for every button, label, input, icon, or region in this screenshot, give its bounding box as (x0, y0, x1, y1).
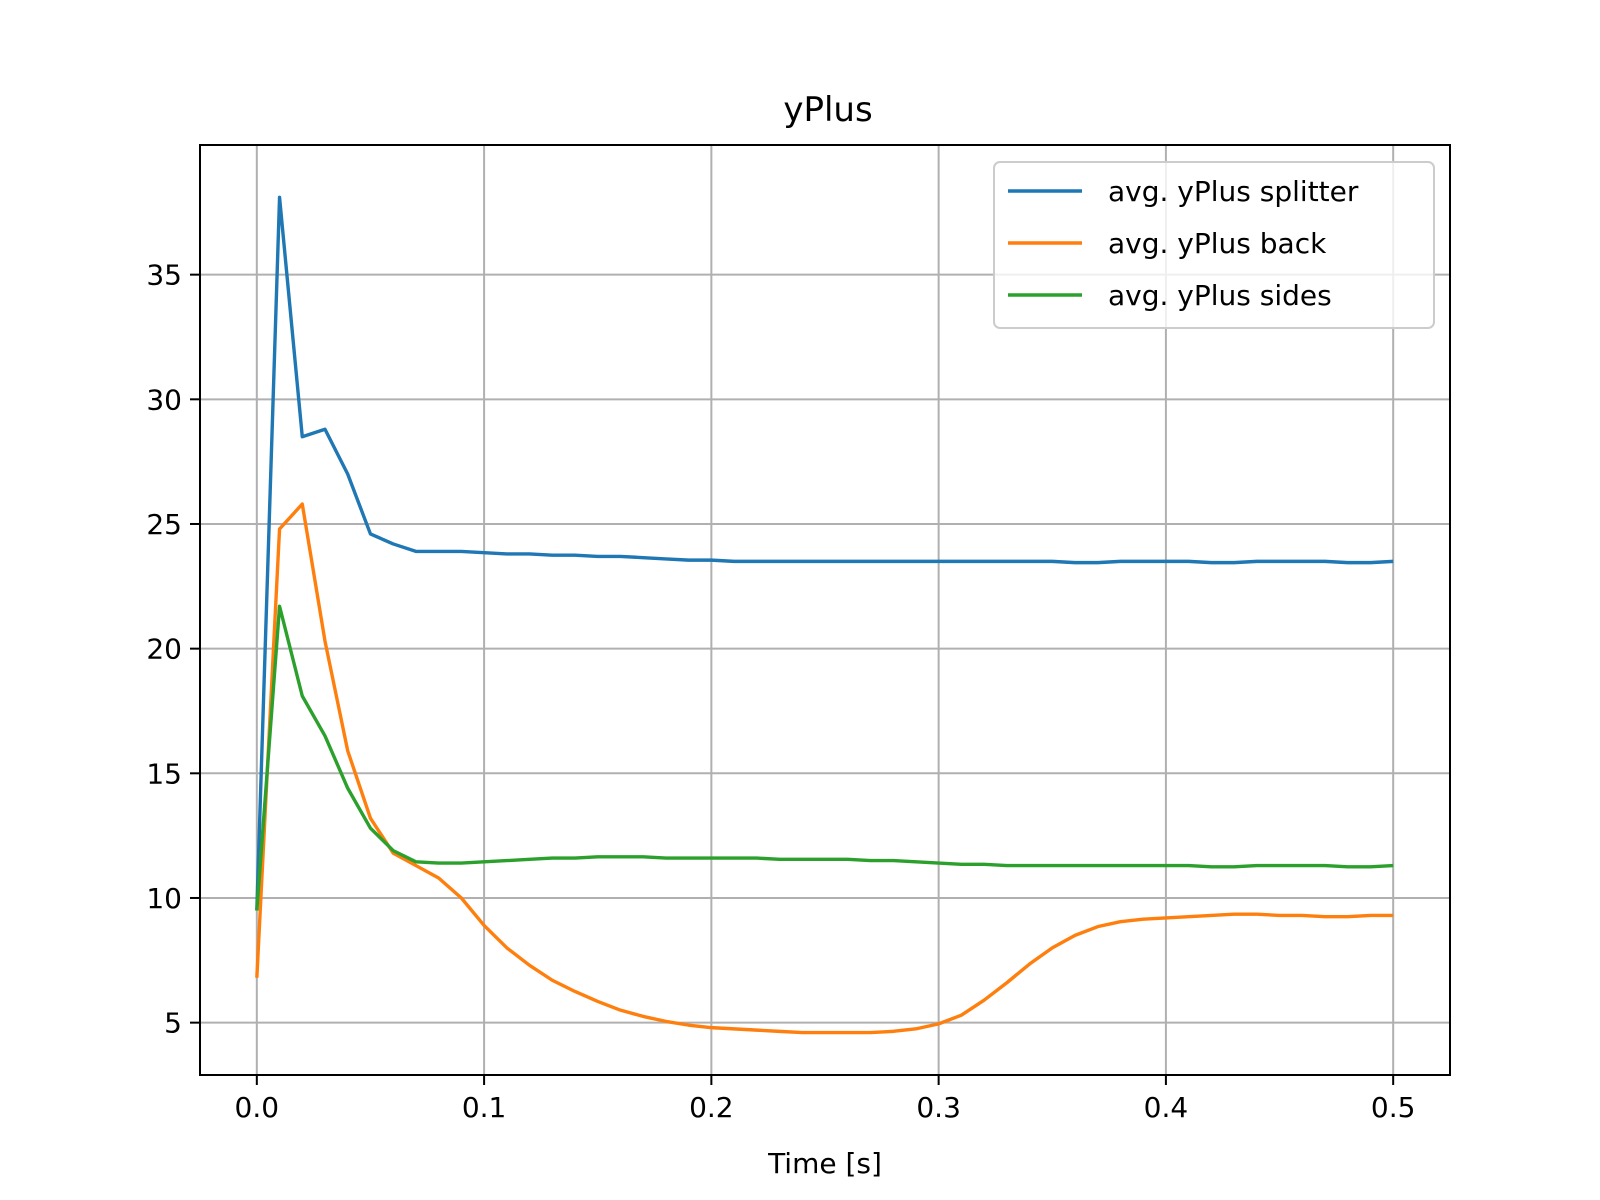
series-line-3 (255, 604, 1394, 911)
y-tick-label: 5 (164, 1007, 182, 1040)
series-line-2 (255, 502, 1394, 1035)
x-axis-label: Time [s] (767, 1147, 882, 1180)
y-tick-label: 20 (146, 633, 182, 666)
legend-items: avg. yPlus splitter avg. yPlus back avg. y… (1008, 175, 1359, 312)
y-tick-label: 25 (146, 508, 182, 541)
legend: avg. yPlus splitter avg. yPlus back avg. y… (993, 161, 1435, 329)
x-tick-label: 0.5 (1371, 1091, 1416, 1124)
x-tick-label: 0.2 (689, 1091, 734, 1124)
y-tick-label: 30 (146, 383, 182, 416)
series-group (255, 195, 1394, 1035)
chart-title: yPlus (783, 90, 872, 130)
plot-frame (199, 144, 1451, 1076)
y-tick-label: 10 (146, 882, 182, 915)
legend-label-1: avg. yPlus splitter (1108, 175, 1359, 208)
x-tick-label: 0.4 (1144, 1091, 1189, 1124)
legend-label-2: avg. yPlus back (1108, 227, 1327, 260)
x-tick-label: 0.1 (462, 1091, 507, 1124)
series-line-1 (255, 195, 1394, 911)
x-tick-label: 0.0 (235, 1091, 280, 1124)
legend-label-3: avg. yPlus sides (1108, 279, 1332, 312)
axis-ticks: 0.0 0.1 0.2 0.3 0.4 0.5 5 10 15 20 25 30 35 (146, 259, 1415, 1124)
y-tick-label: 35 (146, 259, 182, 292)
grid (200, 145, 1450, 1075)
x-tick-label: 0.3 (916, 1091, 961, 1124)
y-tick-label: 15 (146, 757, 182, 790)
legend-box (993, 161, 1435, 329)
